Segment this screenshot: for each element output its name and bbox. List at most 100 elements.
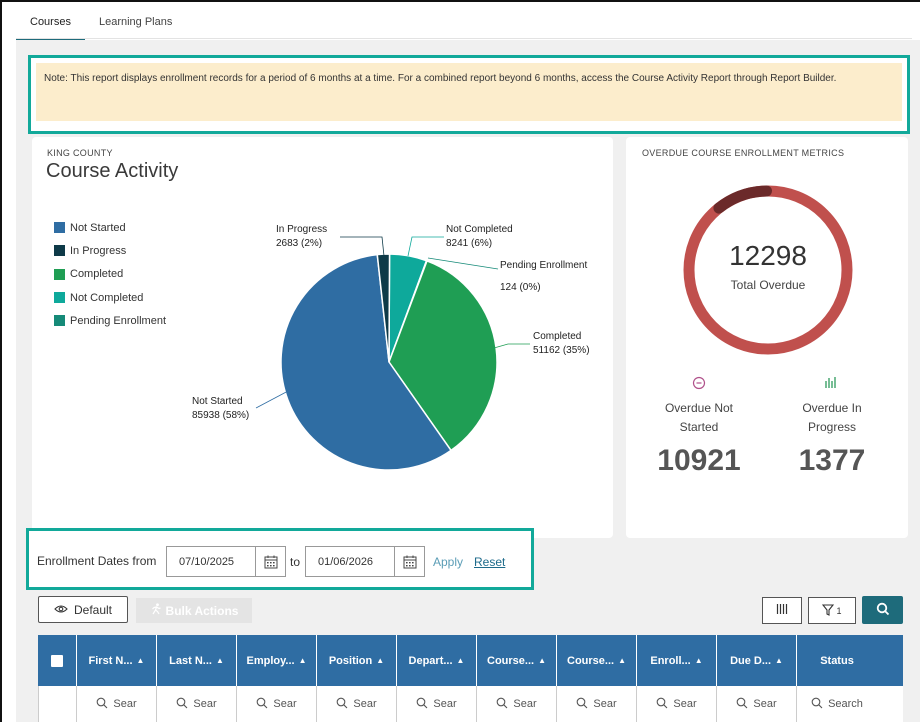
- date-filter-label: Enrollment Dates from: [37, 554, 157, 568]
- legend-label: Not Started: [70, 221, 126, 234]
- legend-item-completed[interactable]: Completed: [54, 263, 166, 286]
- search-icon: [576, 697, 588, 712]
- column-header-label: Status: [820, 654, 854, 667]
- to-date-value: 01/06/2026: [318, 556, 374, 568]
- label-line: Overdue Not: [664, 401, 734, 415]
- column-header[interactable]: Status: [797, 635, 877, 686]
- column-header[interactable]: Course... ▲︎: [477, 635, 557, 686]
- column-header[interactable]: Last N... ▲︎: [157, 635, 237, 686]
- columns-icon: [776, 603, 788, 618]
- column-header[interactable]: Due D... ▲︎: [717, 635, 797, 686]
- column-search-input[interactable]: Sear: [557, 686, 637, 722]
- overdue-not-started-value: 10921: [657, 444, 741, 477]
- column-search-input[interactable]: Sear: [237, 686, 317, 722]
- grid-search-row: Sear Sear Sear Sear Sear Sear Sear Sear …: [38, 686, 903, 722]
- leader-completed: [493, 343, 530, 349]
- slice-not-started[interactable]: [280, 253, 453, 471]
- sort-icon: ▲︎: [215, 656, 224, 665]
- default-view-button[interactable]: Default: [38, 596, 128, 623]
- slice-in-progress[interactable]: [376, 253, 391, 363]
- select-all-checkbox[interactable]: [38, 635, 77, 686]
- column-header[interactable]: Depart... ▲︎: [397, 635, 477, 686]
- search-icon: [416, 697, 428, 712]
- columns-button[interactable]: [762, 597, 802, 624]
- legend-item-not-completed[interactable]: Not Completed: [54, 286, 166, 309]
- legend-item-pending[interactable]: Pending Enrollment: [54, 309, 166, 332]
- total-overdue-label: Total Overdue: [730, 278, 806, 292]
- column-header[interactable]: Position ▲︎: [317, 635, 397, 686]
- label-line: Started: [679, 420, 719, 434]
- tab-bar: Courses Learning Plans: [16, 10, 186, 40]
- label-value: 51162 (35%): [533, 345, 590, 356]
- total-overdue-value: 12298: [729, 240, 807, 271]
- org-name: KING COUNTY: [47, 148, 113, 158]
- tab-courses[interactable]: Courses: [16, 10, 85, 40]
- search-icon: [336, 697, 348, 712]
- report-note: Note: This report displays enrollment re…: [36, 63, 902, 121]
- label-pending: Pending Enrollment 124 (0%): [500, 259, 587, 295]
- to-date-input[interactable]: 01/06/2026: [305, 546, 425, 577]
- column-header[interactable]: Employ... ▲︎: [237, 635, 317, 686]
- column-search-input[interactable]: Sear: [637, 686, 717, 722]
- column-header[interactable]: Enroll... ▲︎: [637, 635, 717, 686]
- search-placeholder: Sear: [193, 698, 217, 710]
- tab-divider: [16, 38, 912, 39]
- search-icon: [656, 697, 668, 712]
- column-search-input[interactable]: Sear: [717, 686, 797, 722]
- column-search-input[interactable]: Sear: [157, 686, 237, 722]
- label-not-completed: Not Completed 8241 (6%): [446, 223, 513, 251]
- sort-icon: ▲︎: [538, 656, 546, 665]
- checkbox-box: [51, 654, 63, 667]
- column-search-input[interactable]: Sear: [317, 686, 397, 722]
- legend-swatch: [54, 245, 65, 257]
- overdue-title: OVERDUE COURSE ENROLLMENT METRICS: [642, 148, 845, 158]
- from-date-input[interactable]: 07/10/2025: [166, 546, 286, 577]
- slice-completed[interactable]: [388, 259, 498, 452]
- filter-button[interactable]: 1: [808, 597, 856, 624]
- column-search-input[interactable]: Search: [797, 686, 877, 722]
- leader-not-completed: [407, 236, 444, 257]
- tab-learning-plans[interactable]: Learning Plans: [98, 16, 173, 28]
- search-placeholder: Sear: [273, 698, 297, 710]
- default-view-label: Default: [73, 602, 113, 617]
- search-icon: [736, 697, 748, 712]
- apply-button[interactable]: Apply: [433, 555, 464, 569]
- legend-item-not-started[interactable]: Not Started: [54, 216, 166, 239]
- bulk-actions-button[interactable]: Bulk Actions: [136, 598, 252, 623]
- grid-header: First N... ▲︎ Last N... ▲︎ Employ... ▲︎ Pos…: [38, 635, 903, 686]
- column-header-label: Position: [328, 654, 373, 667]
- column-search-input[interactable]: Sear: [397, 686, 477, 722]
- column-header-label: Enroll...: [650, 654, 691, 667]
- legend-swatch: [54, 268, 65, 280]
- sort-icon: ▲︎: [775, 656, 783, 665]
- calendar-icon[interactable]: [394, 547, 424, 576]
- reset-link[interactable]: Reset: [474, 555, 506, 569]
- calendar-icon[interactable]: [255, 547, 285, 576]
- search-placeholder: Sear: [593, 698, 617, 710]
- column-header[interactable]: First N... ▲︎: [77, 635, 157, 686]
- filter-count: 1: [836, 605, 842, 616]
- overdue-donut: [683, 185, 853, 355]
- search-button[interactable]: [862, 596, 903, 624]
- column-header[interactable]: Course... ▲︎: [557, 635, 637, 686]
- overdue-in-progress-label: Overdue In Progress: [777, 399, 887, 437]
- legend-item-in-progress[interactable]: In Progress: [54, 239, 166, 262]
- legend-label: In Progress: [70, 244, 127, 257]
- search-icon: [256, 697, 268, 712]
- search-icon: [96, 697, 108, 712]
- minus-circle-icon: [692, 376, 706, 393]
- leader-pending: [427, 257, 499, 270]
- donut-segment: [713, 185, 772, 214]
- label-value: 2683 (2%): [276, 238, 323, 249]
- legend-label: Not Completed: [70, 291, 144, 304]
- leader-in-progress: [340, 236, 385, 257]
- date-to-label: to: [290, 555, 301, 569]
- column-search-input[interactable]: Sear: [477, 686, 557, 722]
- column-search-input[interactable]: Sear: [77, 686, 157, 722]
- column-header-label: Due D...: [730, 654, 772, 667]
- sort-icon: ▲︎: [298, 656, 307, 665]
- label-name: Pending Enrollment: [500, 260, 588, 271]
- search-icon: [176, 697, 188, 712]
- legend-label: Pending Enrollment: [70, 314, 167, 327]
